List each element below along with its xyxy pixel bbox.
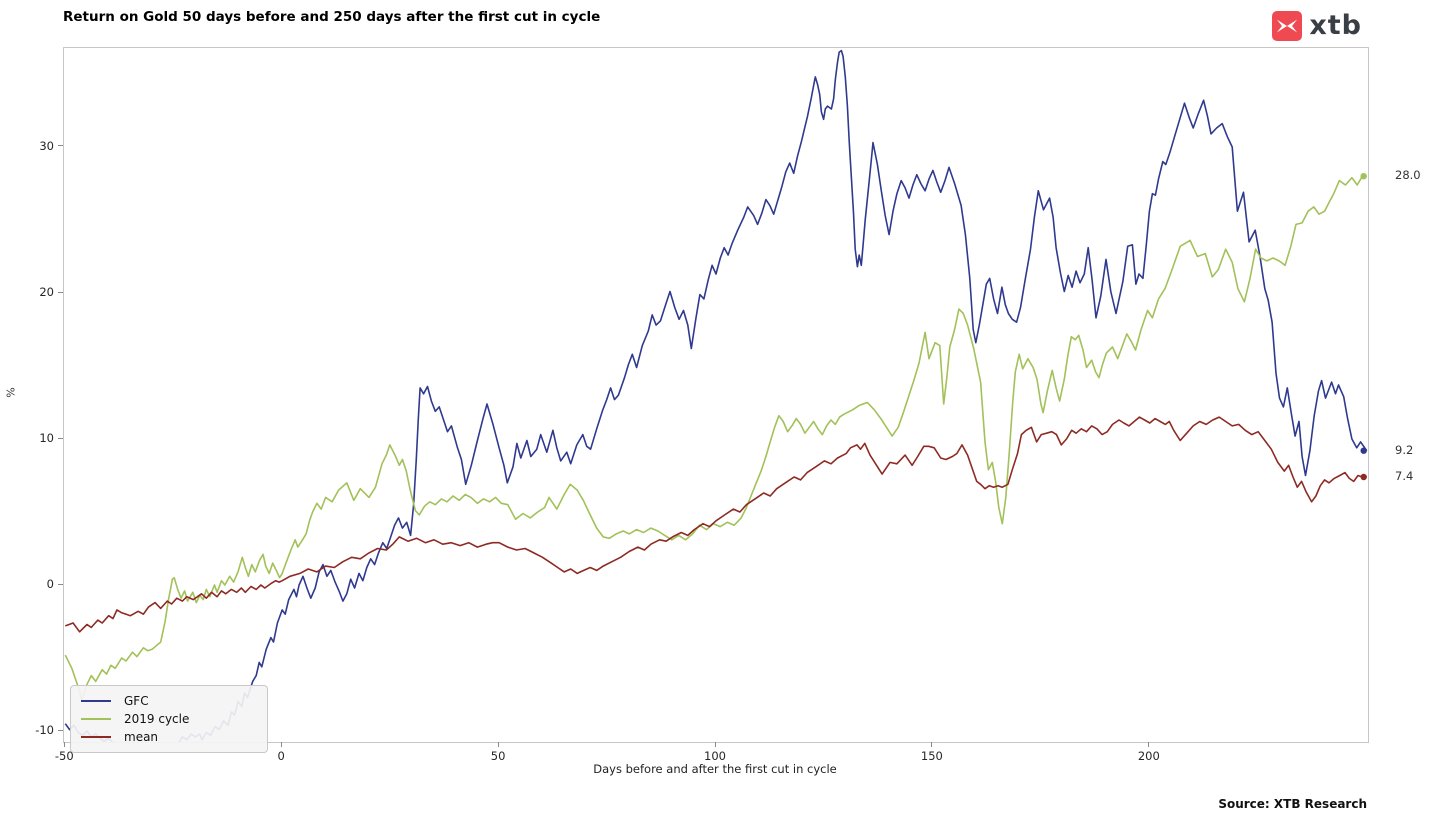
legend-item-mean: mean bbox=[81, 728, 257, 746]
y-tick-label: 0 bbox=[46, 577, 54, 592]
legend-swatch-gfc bbox=[81, 700, 111, 702]
x-tick-label: 50 bbox=[490, 749, 506, 763]
x-tick-label: 100 bbox=[704, 749, 726, 763]
page-title: Return on Gold 50 days before and 250 da… bbox=[63, 9, 601, 25]
y-tick-label: 10 bbox=[39, 431, 54, 446]
xtb-logo-icon bbox=[1272, 11, 1303, 41]
series-line-gfc bbox=[64, 49, 1368, 742]
plot-svg bbox=[64, 49, 1368, 742]
legend-label: 2019 cycle bbox=[124, 712, 190, 726]
legend-item-gfc: GFC bbox=[81, 692, 257, 710]
legend-swatch-mean bbox=[81, 736, 111, 738]
series-end-dot-mean bbox=[1360, 473, 1367, 481]
y-axis-label: % bbox=[4, 387, 18, 398]
end-value-label: 9.2 bbox=[1395, 442, 1414, 457]
source-note: Source: XTB Research bbox=[1218, 797, 1367, 811]
x-tick-label: 200 bbox=[1137, 749, 1160, 763]
legend-swatch-2019-cycle bbox=[81, 718, 111, 720]
y-tick-label: -10 bbox=[35, 723, 54, 738]
xtb-x-glyph bbox=[1277, 19, 1298, 33]
xtb-logo-text: xtb bbox=[1309, 10, 1362, 41]
legend: GFC 2019 cycle mean bbox=[70, 685, 268, 753]
y-tick-label: 30 bbox=[39, 138, 54, 153]
series-line-mean bbox=[65, 416, 1367, 633]
xtb-logo: xtb bbox=[1272, 10, 1362, 42]
end-value-label: 7.4 bbox=[1395, 468, 1414, 483]
y-tick-label: 20 bbox=[39, 285, 54, 299]
series-line-2019-cycle bbox=[64, 175, 1367, 702]
x-tick-label: 150 bbox=[920, 749, 943, 763]
plot-area bbox=[63, 47, 1369, 743]
legend-label: GFC bbox=[124, 694, 149, 708]
series-end-dot-2019-cycle bbox=[1360, 173, 1367, 180]
x-axis-label: Days before and after the first cut in c… bbox=[593, 762, 837, 776]
legend-label: mean bbox=[124, 730, 159, 744]
end-value-label: 28.0 bbox=[1395, 168, 1421, 183]
series-end-dot-gfc bbox=[1360, 447, 1367, 454]
legend-item-2019-cycle: 2019 cycle bbox=[81, 710, 257, 728]
